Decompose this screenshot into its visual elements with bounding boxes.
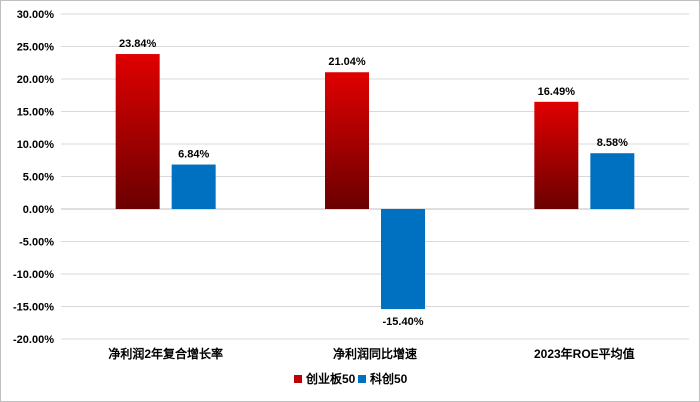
legend-label-科创50: 科创50 bbox=[370, 371, 408, 386]
bars bbox=[115, 54, 635, 310]
x-category-label: 2023年ROE平均值 bbox=[534, 346, 635, 361]
y-tick-label: -5.00% bbox=[19, 237, 54, 249]
y-tick-label: 25.00% bbox=[17, 42, 55, 54]
data-label: 21.04% bbox=[328, 56, 366, 68]
gridlines bbox=[61, 13, 689, 340]
bar-科创50-净利润2年复合增长率 bbox=[171, 164, 216, 209]
legend-swatch-创业板50 bbox=[294, 375, 302, 383]
bar-创业板50-2023年ROE平均值 bbox=[534, 101, 579, 209]
data-label: 8.58% bbox=[597, 137, 628, 149]
bar-创业板50-净利润2年复合增长率 bbox=[115, 54, 160, 209]
y-tick-label: -15.00% bbox=[13, 302, 54, 314]
y-tick-label: 15.00% bbox=[17, 107, 55, 119]
data-label: 16.49% bbox=[538, 86, 576, 98]
legend-label-创业板50: 创业板50 bbox=[305, 371, 356, 386]
legend-swatch-科创50 bbox=[358, 375, 366, 383]
x-axis: 净利润2年复合增长率 净利润同比增速 2023年ROE平均值 bbox=[108, 346, 634, 361]
y-tick-label: -10.00% bbox=[13, 269, 54, 281]
data-label: 6.84% bbox=[178, 149, 209, 161]
y-tick-label: -20.00% bbox=[13, 334, 54, 346]
bar-科创50-净利润同比增速 bbox=[381, 209, 425, 310]
x-category-label: 净利润同比增速 bbox=[333, 346, 417, 361]
y-tick-label: 0.00% bbox=[23, 204, 54, 216]
bar-科创50-2023年ROE平均值 bbox=[590, 153, 635, 209]
data-label: -15.40% bbox=[383, 316, 424, 328]
data-labels: 23.84% 6.84% 21.04% -15.40% 16.49% 8.58% bbox=[119, 38, 628, 328]
bar-创业板50-净利润同比增速 bbox=[325, 72, 369, 210]
legend: 创业板50 科创50 bbox=[294, 371, 408, 386]
data-label: 23.84% bbox=[119, 38, 157, 50]
y-tick-label: 30.00% bbox=[17, 9, 55, 21]
y-axis: 30.00% 25.00% 20.00% 15.00% 10.00% 5.00% 0.00%… bbox=[13, 9, 54, 346]
y-tick-label: 5.00% bbox=[23, 172, 54, 184]
x-category-label: 净利润2年复合增长率 bbox=[108, 346, 223, 361]
y-tick-label: 20.00% bbox=[17, 74, 55, 86]
y-tick-label: 10.00% bbox=[17, 139, 55, 151]
